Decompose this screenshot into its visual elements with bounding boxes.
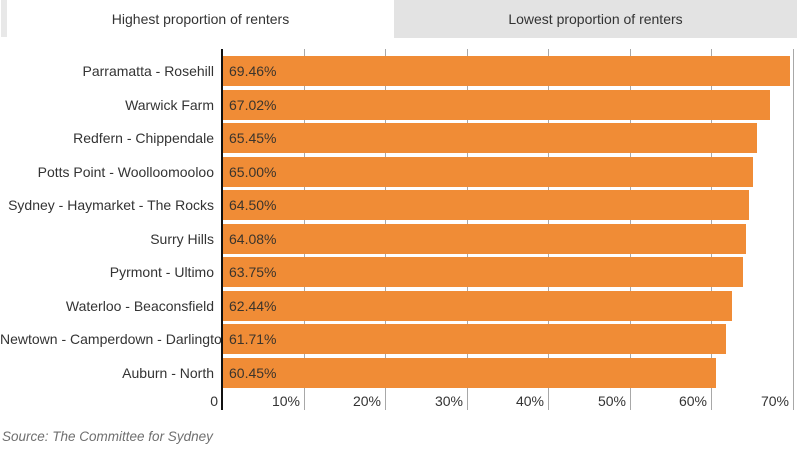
bar-value-label: 64.08% (229, 231, 277, 247)
bar-value-label: 67.02% (229, 97, 277, 113)
x-tick-label-0: 0 (210, 393, 218, 409)
tab-highest-label: Highest proportion of renters (111, 11, 290, 27)
tab-bar: Highest proportion of renters Lowest pro… (0, 0, 805, 38)
bar-value-label: 61.71% (229, 331, 277, 347)
category-label: Parramatta - Rosehill (82, 63, 215, 79)
bar-value-label: 65.45% (229, 130, 277, 146)
bar[interactable]: 64.50% (223, 190, 749, 220)
bar-value-label: 64.50% (229, 197, 277, 213)
x-tick-label-30: 30% (434, 393, 463, 409)
bar[interactable]: 60.45% (223, 358, 716, 388)
category-label: Auburn - North (122, 365, 214, 381)
bar-value-label: 65.00% (229, 164, 277, 180)
bar[interactable]: 62.44% (223, 291, 732, 321)
bar[interactable]: 63.75% (223, 257, 743, 287)
x-tick-label-60: 60% (678, 393, 707, 409)
tab-lowest-label: Lowest proportion of renters (508, 11, 683, 27)
bar[interactable]: 65.45% (223, 123, 757, 153)
bar[interactable]: 64.08% (223, 224, 746, 254)
bar-value-label: 63.75% (229, 264, 277, 280)
tab-stub (1, 0, 7, 37)
category-label: Surry Hills (150, 231, 214, 247)
category-label: Sydney - Haymarket - The Rocks (8, 197, 214, 213)
x-tick-label-20: 20% (352, 393, 381, 409)
bar-chart: Parramatta - Rosehill 69.46% Warwick Farm 6… (0, 38, 805, 423)
x-tick-label-40: 40% (515, 393, 544, 409)
tab-lowest-proportion[interactable]: Lowest proportion of renters (394, 0, 797, 38)
category-label: Redfern - Chippendale (73, 130, 214, 146)
tab-highest-proportion[interactable]: Highest proportion of renters (7, 0, 394, 38)
bar[interactable]: 61.71% (223, 324, 726, 354)
category-label: Potts Point - Woolloomooloo (37, 164, 214, 180)
source-attribution: Source: The Committee for Sydney (2, 429, 213, 444)
x-tick-label-50: 50% (597, 393, 626, 409)
bar-value-label: 69.46% (229, 63, 277, 79)
category-label: Pyrmont - Ultimo (109, 264, 214, 280)
category-label: Newtown - Camperdown - Darlington (0, 331, 230, 347)
gridline-70 (793, 49, 794, 410)
category-label: Warwick Farm (125, 97, 214, 113)
x-tick-label-10: 10% (271, 393, 300, 409)
bar[interactable]: 69.46% (223, 56, 790, 86)
y-axis-line (221, 49, 223, 410)
x-tick-label-70: 70% (760, 393, 789, 409)
bar[interactable]: 67.02% (223, 90, 770, 120)
bar[interactable]: 65.00% (223, 157, 753, 187)
bar-value-label: 60.45% (229, 365, 277, 381)
bar-value-label: 62.44% (229, 298, 277, 314)
category-label: Waterloo - Beaconsfield (65, 298, 214, 314)
